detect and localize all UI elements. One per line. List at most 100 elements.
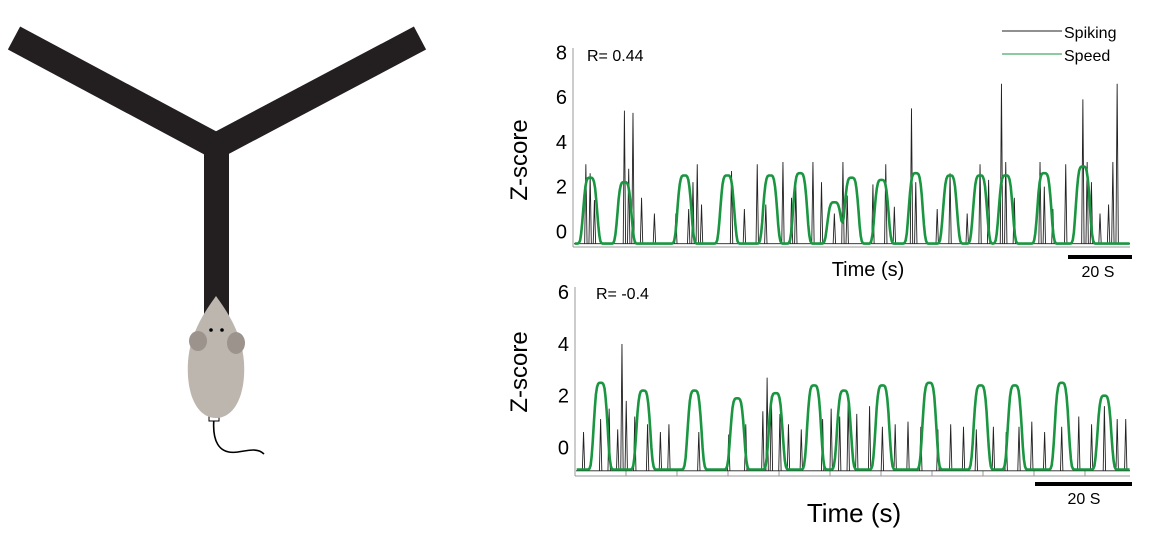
legend: Spiking Speed: [1002, 25, 1116, 65]
spike: [1038, 162, 1042, 244]
bottom-annotation: R= -0.4: [596, 286, 649, 303]
spike: [695, 164, 699, 244]
spike: [687, 208, 691, 244]
mouse-tail: [212, 417, 265, 455]
spike: [1017, 426, 1021, 471]
spike: [1115, 83, 1119, 244]
spike: [974, 429, 978, 471]
spike: [581, 431, 586, 471]
maze-right-arm: [209, 26, 427, 158]
spike: [799, 429, 803, 471]
spike: [778, 413, 782, 471]
spike: [598, 419, 603, 471]
mouse-illustration: [187, 296, 265, 455]
y-tick-label: 2: [556, 177, 567, 199]
y-tick-label: 6: [556, 87, 567, 109]
spike: [893, 424, 897, 471]
spike: [1064, 164, 1068, 244]
spike: [729, 170, 734, 244]
spike: [880, 426, 885, 471]
bottom-speed-trace: [576, 381, 1130, 471]
mouse-right-eye: [220, 328, 224, 332]
spike: [1085, 162, 1089, 244]
spike: [845, 195, 849, 244]
y-tick-label: 4: [558, 334, 569, 356]
spike: [755, 164, 759, 244]
legend-spiking-label: Spiking: [1064, 25, 1116, 42]
spike: [781, 162, 785, 244]
y-tick-label: 2: [558, 386, 569, 408]
top-speed-trace: [574, 165, 1130, 245]
spike: [884, 164, 888, 244]
spike: [965, 213, 969, 244]
y-tick-label: 8: [556, 42, 567, 64]
top-scale-bar-label: 20 S: [1082, 264, 1115, 281]
spike: [1089, 424, 1094, 471]
spike: [906, 421, 910, 471]
spike: [658, 431, 663, 471]
spike: [764, 204, 768, 244]
y-tick-label: 4: [556, 132, 567, 154]
spike: [667, 424, 671, 471]
mouse-right-ear: [227, 332, 245, 354]
spike: [819, 182, 824, 244]
spike: [829, 408, 833, 471]
spike: [948, 173, 952, 244]
spike: [1060, 426, 1064, 471]
spike: [832, 213, 837, 244]
spike: [622, 110, 627, 244]
top-x-label: Time (s): [832, 259, 905, 281]
spike: [592, 200, 597, 244]
spike: [1004, 162, 1008, 244]
spike: [1077, 416, 1081, 471]
spike: [935, 208, 939, 244]
y-maze-illustration: [7, 26, 427, 318]
spike: [1042, 186, 1046, 244]
top-y-label: Z-score: [506, 119, 533, 200]
spike: [1081, 99, 1085, 244]
spike: [620, 343, 624, 471]
spike: [961, 426, 966, 471]
y-tick-label: 6: [558, 282, 569, 304]
spike: [652, 213, 657, 244]
spike: [742, 208, 747, 244]
top-spiking-trace: [574, 83, 1130, 245]
spike: [584, 164, 588, 244]
spike: [855, 413, 859, 471]
bottom-x-ticks: [625, 471, 1086, 476]
bottom-panel: 6 4 2 0 R= -0.4 Z-score Time (s) 20 S: [506, 282, 1132, 528]
maze-left-arm: [7, 26, 223, 158]
spike: [811, 162, 815, 244]
spike: [1115, 419, 1119, 471]
spike: [631, 112, 635, 244]
spike: [1102, 406, 1107, 471]
bottom-x-label: Time (s): [807, 498, 901, 528]
y-tick-label: 0: [558, 438, 569, 460]
spike: [991, 426, 996, 471]
spike: [914, 182, 918, 244]
spike: [892, 206, 896, 244]
spike: [588, 173, 592, 244]
bottom-y-label: Z-score: [506, 331, 533, 412]
bottom-y-tick-labels: 6 4 2 0: [558, 282, 569, 459]
spike: [1111, 162, 1115, 244]
spike: [1106, 204, 1111, 244]
spike: [697, 431, 701, 471]
spike: [761, 411, 765, 471]
spike: [645, 424, 650, 471]
spike: [1030, 421, 1034, 471]
top-annotation: R= 0.44: [587, 48, 644, 65]
spike: [616, 429, 620, 471]
spike: [639, 197, 644, 244]
legend-speed-label: Speed: [1064, 48, 1110, 65]
spike: [699, 204, 704, 244]
mouse-left-ear: [189, 331, 207, 351]
spike: [1042, 431, 1047, 471]
y-tick-label: 0: [556, 221, 567, 243]
mouse-left-eye: [209, 328, 213, 332]
spike: [949, 424, 953, 471]
bottom-scale-bar-label: 20 S: [1068, 491, 1101, 508]
mouse-body: [187, 296, 245, 418]
